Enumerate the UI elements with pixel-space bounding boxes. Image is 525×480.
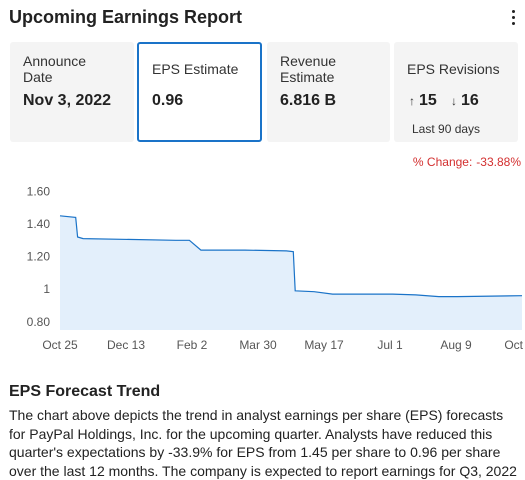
x-tick-label: Aug 9 xyxy=(440,338,472,352)
forecast-trend-title: EPS Forecast Trend xyxy=(9,383,161,400)
percent-change-label: % Change: xyxy=(412,155,473,169)
revenue-estimate-label: Revenue Estimate xyxy=(280,53,337,85)
revenue-estimate-card[interactable]: Revenue Estimate 6.816 B xyxy=(267,42,390,142)
x-tick-label: Jul 1 xyxy=(377,338,403,352)
more-options-icon[interactable] xyxy=(506,7,520,29)
x-tick-label: Mar 30 xyxy=(239,338,277,352)
y-tick-label: 1.20 xyxy=(27,250,51,264)
eps-revisions-card[interactable]: EPS Revisions ↑ 15 ↓ 16 Last 90 days xyxy=(394,42,518,142)
x-tick-label: Oct 28 xyxy=(504,338,525,352)
y-tick-label: 1 xyxy=(43,282,50,296)
percent-change: % Change: -33.88% xyxy=(413,155,521,169)
y-axis: 0.80 1 1.20 1.40 1.60 xyxy=(27,184,51,329)
percent-change-value: -33.88% xyxy=(476,155,521,169)
eps-forecast-chart: 0.80 1 1.20 1.40 1.60 Oct 25 Dec 13 Feb 2 Mar 3… xyxy=(27,184,525,352)
report-header: Upcoming Earnings Report xyxy=(0,0,525,36)
revisions-period: Last 90 days xyxy=(412,122,481,136)
eps-revisions-label: EPS Revisions xyxy=(407,61,500,77)
announce-date-label: Announce Date xyxy=(23,53,87,85)
y-tick-label: 1.40 xyxy=(27,217,51,231)
forecast-trend-description: The chart above depicts the trend in ana… xyxy=(9,407,517,479)
x-tick-label: Feb 2 xyxy=(177,338,208,352)
y-tick-label: 0.80 xyxy=(27,315,51,329)
revisions-down: ↓ 16 xyxy=(451,92,479,109)
revenue-estimate-value: 6.816 B xyxy=(280,92,337,109)
eps-estimate-card[interactable]: EPS Estimate 0.96 xyxy=(137,42,262,142)
x-tick-label: Oct 25 xyxy=(42,338,78,352)
eps-estimate-label: EPS Estimate xyxy=(152,61,239,77)
x-tick-label: May 17 xyxy=(304,338,344,352)
revisions-up: ↑ 15 xyxy=(409,92,437,109)
report-title: Upcoming Earnings Report xyxy=(9,7,243,27)
y-tick-label: 1.60 xyxy=(27,184,51,198)
announce-date-card[interactable]: Announce Date Nov 3, 2022 xyxy=(10,42,134,142)
x-tick-label: Dec 13 xyxy=(107,338,145,352)
announce-date-value: Nov 3, 2022 xyxy=(23,92,112,109)
x-axis: Oct 25 Dec 13 Feb 2 Mar 30 May 17 Jul 1 Aug 9 O… xyxy=(42,338,525,352)
arrow-down-icon: ↓ xyxy=(451,94,457,108)
arrow-up-icon: ↑ xyxy=(409,94,415,108)
eps-line xyxy=(59,215,523,298)
eps-area-fill xyxy=(60,215,522,330)
eps-estimate-value: 0.96 xyxy=(152,92,184,109)
